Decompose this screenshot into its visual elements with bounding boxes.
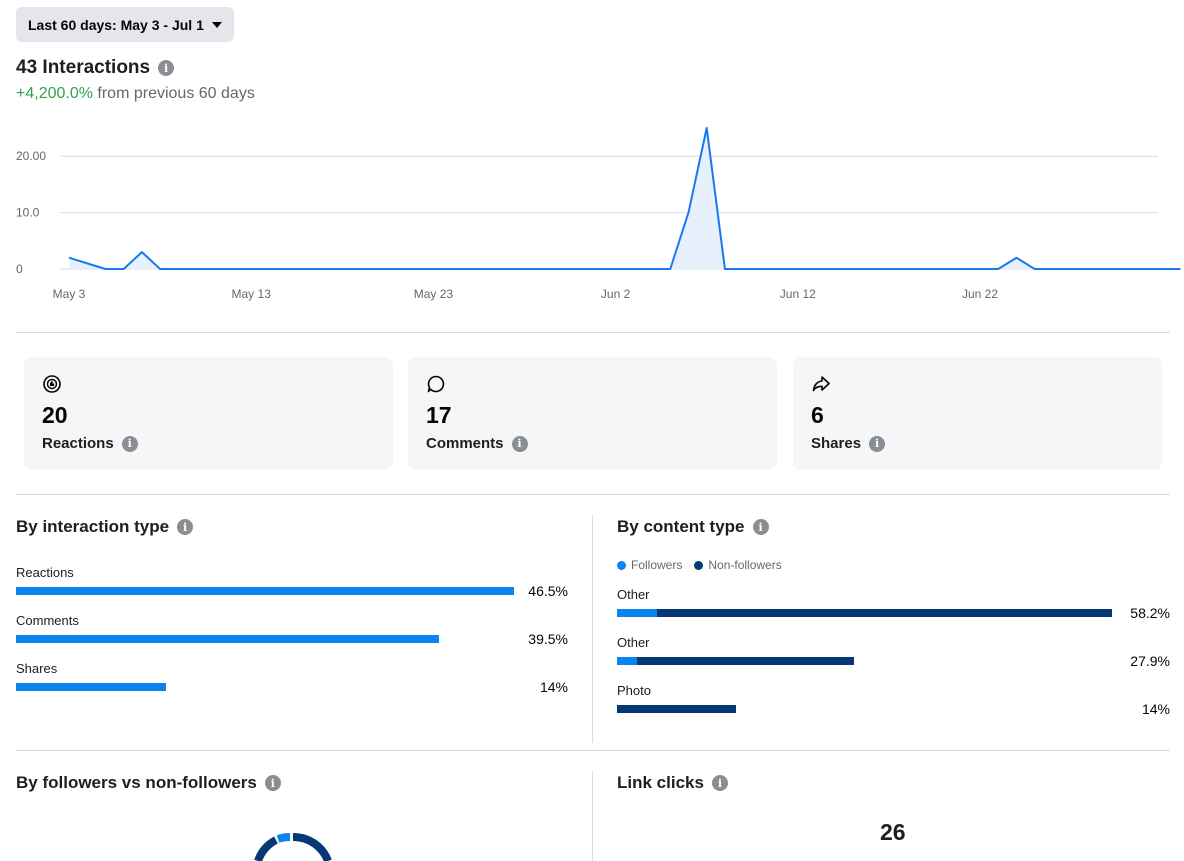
followers-donut-chart: [254, 832, 332, 861]
interactions-subtitle: +4,200.0% from previous 60 days: [16, 85, 255, 103]
by-content-title: By content type i: [617, 517, 769, 537]
legend-item-followers: Followers: [617, 558, 682, 572]
x-tick-label: May 13: [232, 287, 272, 301]
content-bar-nonfollowers: [617, 705, 737, 713]
y-tick-label: 10.0: [16, 206, 40, 220]
content-bar-nonfollowers: [656, 609, 1113, 617]
info-icon[interactable]: i: [264, 775, 281, 791]
content-bar-nonfollowers: [636, 657, 855, 665]
stat-card-shares: 6 Shares i: [793, 357, 1162, 470]
stat-value: 17: [426, 402, 452, 428]
x-tick-label: Jun 2: [601, 287, 631, 301]
interactions-title: 43 Interactions i: [16, 57, 175, 79]
divider: [16, 494, 1170, 495]
delta-value: +4,200.0%: [16, 85, 93, 102]
section-title-text: Link clicks: [617, 773, 704, 792]
link-clicks-title: Link clicks i: [617, 773, 728, 793]
reactions-icon: [43, 375, 61, 393]
x-tick-label: May 23: [414, 287, 454, 301]
interaction-row-label: Comments: [16, 613, 79, 628]
info-icon[interactable]: i: [121, 435, 138, 452]
share-icon: [812, 376, 830, 392]
caret-down-icon: [211, 21, 222, 28]
info-icon[interactable]: i: [177, 519, 194, 535]
interaction-pct: 39.5%: [528, 631, 568, 647]
content-row-label: Photo: [617, 683, 651, 698]
info-icon[interactable]: i: [711, 775, 728, 791]
interaction-row-label: Reactions: [16, 565, 74, 580]
interaction-row-label: Shares: [16, 661, 58, 676]
divider: [16, 332, 1170, 333]
stat-label: Shares i: [811, 435, 886, 452]
info-icon[interactable]: i: [752, 519, 769, 535]
stat-label: Comments i: [426, 435, 528, 452]
content-row-label: Other: [617, 587, 650, 602]
stat-card-reactions: 20 Reactions i: [24, 357, 393, 470]
content-bar-followers: [617, 657, 637, 665]
section-title-text: By interaction type: [16, 517, 170, 536]
interaction-pct: 46.5%: [528, 583, 568, 599]
content-pct: 14%: [1141, 701, 1170, 717]
interaction-bar: [16, 587, 514, 595]
stat-label-text: Comments: [426, 435, 504, 452]
divider: [16, 750, 1170, 751]
followers-dot-icon: [617, 560, 626, 570]
series-area: [69, 128, 1181, 269]
date-range-label: Last 60 days: May 3 - Jul 1: [28, 16, 204, 33]
x-tick-label: Jun 22: [962, 287, 998, 301]
legend-label: Non-followers: [708, 558, 782, 572]
stat-label: Reactions i: [42, 435, 138, 452]
interactions-title-text: 43 Interactions: [16, 57, 151, 78]
stat-card-comments: 17 Comments i: [408, 357, 777, 470]
stat-label-text: Reactions: [42, 435, 114, 452]
y-tick-label: 20.00: [16, 149, 46, 163]
date-range-dropdown[interactable]: Last 60 days: May 3 - Jul 1: [16, 7, 234, 42]
link-clicks-value: 26: [880, 819, 906, 845]
by-interaction-title: By interaction type i: [16, 517, 194, 537]
interaction-pct: 14%: [539, 679, 568, 695]
info-icon[interactable]: i: [869, 435, 886, 452]
interactions-line-chart: 20.00 10.0 0 May 3 May 13 May 23 Jun 2 Jun 12 Ju…: [16, 127, 1181, 301]
comment-icon: [427, 375, 445, 393]
content-pct: 58.2%: [1130, 605, 1170, 621]
section-title-text: By followers vs non-followers: [16, 773, 257, 792]
column-divider: [592, 515, 593, 743]
content-legend: Followers Non-followers: [617, 558, 782, 572]
info-icon[interactable]: i: [158, 60, 175, 76]
y-tick-label: 0: [16, 262, 23, 276]
x-tick-label: May 3: [53, 287, 86, 301]
content-bar-followers: [617, 609, 657, 617]
stat-value: 6: [811, 402, 824, 428]
content-pct: 27.9%: [1130, 653, 1170, 669]
series-line: [68, 127, 1181, 270]
column-divider: [592, 771, 593, 861]
info-icon[interactable]: i: [511, 435, 528, 452]
x-tick-label: Jun 12: [780, 287, 816, 301]
followers-section-title: By followers vs non-followers i: [16, 773, 281, 793]
legend-label: Followers: [631, 558, 683, 572]
content-row-label: Other: [617, 635, 650, 650]
stat-label-text: Shares: [811, 435, 862, 452]
delta-suffix: from previous 60 days: [97, 85, 255, 102]
interaction-bar: [16, 635, 439, 643]
section-title-text: By content type: [617, 517, 745, 536]
interaction-bar: [16, 683, 166, 691]
stat-value: 20: [42, 402, 68, 428]
legend-item-nonfollowers: Non-followers: [694, 558, 782, 572]
nonfollowers-dot-icon: [694, 560, 704, 570]
